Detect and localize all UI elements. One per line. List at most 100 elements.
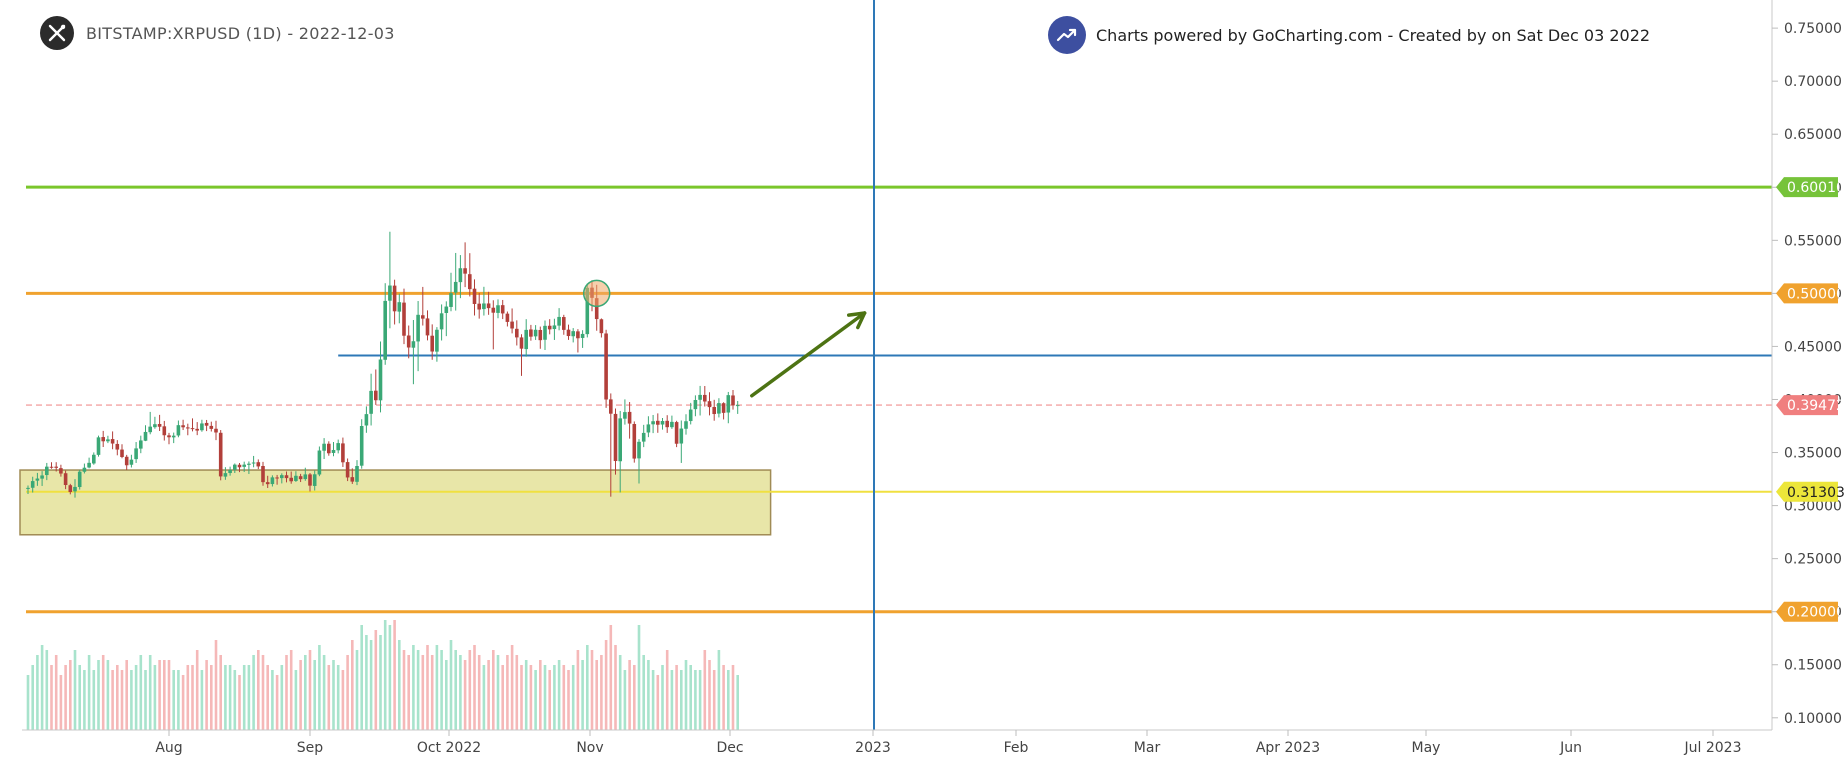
powered-by-banner: Charts powered by GoCharting.com - Creat… (1048, 16, 1650, 54)
candle-body (421, 315, 425, 319)
volume-bar (449, 640, 453, 730)
y-tick-label: 0.15000 (1784, 658, 1842, 674)
candle-body (303, 474, 308, 480)
volume-bar (186, 665, 190, 730)
price-tag-orange-low-bg (1776, 601, 1838, 622)
volume-bar (346, 655, 349, 730)
volume-bar (266, 665, 269, 730)
volume-bar (322, 655, 326, 730)
volume-bar (78, 665, 81, 730)
volume-bar (388, 625, 392, 730)
volume-bar (247, 665, 251, 730)
volume-bar (412, 645, 415, 730)
candle-body (566, 329, 571, 337)
volume-bar (134, 665, 138, 730)
volume-bar (111, 670, 114, 730)
candle-body (576, 331, 580, 339)
volume-bar (92, 670, 96, 730)
candle-body (350, 477, 355, 482)
candle-body (411, 341, 416, 348)
support-zone-layer (19, 469, 772, 536)
candle-body (218, 432, 223, 477)
candle-body (519, 337, 524, 349)
candle-body (251, 462, 256, 464)
candle-body (237, 464, 242, 468)
x-tick-label: Sep (297, 740, 324, 756)
volume-bar (318, 645, 321, 730)
candle-body (613, 413, 618, 462)
candle-body (594, 298, 599, 320)
candle-body (68, 485, 73, 493)
candle-body (660, 421, 665, 425)
candle-body (341, 443, 345, 463)
volume-bar (289, 650, 293, 730)
volume-bar (430, 655, 434, 730)
candle-body (524, 329, 528, 350)
volume-bar (698, 670, 702, 730)
volume-bar (665, 650, 669, 730)
volume-bar (445, 660, 448, 730)
volume-bar (416, 650, 420, 730)
candle-body (242, 464, 246, 467)
candle-body (707, 401, 712, 408)
volume-bar (576, 650, 580, 730)
candle-body (712, 407, 716, 415)
volume-bar (421, 655, 425, 730)
candle-body (261, 466, 265, 483)
candle-body (641, 432, 646, 442)
volume-bar (177, 670, 180, 730)
volume-bar (351, 640, 354, 730)
candle-body (124, 456, 129, 466)
candle-body (397, 302, 402, 312)
volume-bar (553, 665, 556, 730)
candle-body (228, 469, 232, 474)
candle-body (45, 466, 49, 476)
volume-bar (148, 655, 152, 730)
trend-up-icon[interactable] (1048, 16, 1086, 54)
candle-body (402, 302, 406, 336)
candle-body (190, 428, 195, 430)
candle-body (139, 440, 143, 449)
candle-body (294, 475, 298, 481)
candle-body (529, 329, 533, 337)
volume-bar (374, 630, 378, 730)
y-tick-label: 0.30000 (1784, 499, 1842, 515)
candle-body (30, 481, 35, 488)
volume-bar (492, 650, 495, 730)
volume-bar (275, 675, 279, 730)
volume-bar (101, 655, 105, 730)
volume-bar (524, 660, 528, 730)
candle-body (538, 329, 543, 341)
volume-bar (224, 665, 227, 730)
volume-bar (548, 670, 551, 730)
volume-bar (670, 670, 674, 730)
candle-body (336, 443, 340, 451)
volume-bar (252, 655, 255, 730)
projection-arrow-head (846, 311, 867, 330)
candle-body (609, 399, 613, 414)
volume-bar (210, 665, 213, 730)
drawings-layer (582, 279, 867, 398)
x-tick-label: Aug (155, 740, 182, 756)
volume-bar (717, 650, 721, 730)
candle-body (35, 478, 40, 481)
candle-body (510, 321, 514, 329)
candle-body (186, 427, 190, 429)
candle-body (416, 314, 420, 342)
candle-body (731, 395, 735, 406)
x-tick-label: Dec (716, 740, 743, 756)
volume-bar (623, 670, 627, 730)
volume-bar (562, 665, 566, 730)
volume-bar (369, 640, 373, 730)
volume-bar (567, 670, 570, 730)
candle-body (162, 426, 167, 436)
price-tag-orange-high-text: 0.50000 (1787, 286, 1845, 302)
volume-bar (703, 650, 707, 730)
candle-body (435, 329, 439, 352)
volume-bar (712, 670, 716, 730)
candle-body (312, 474, 317, 486)
candle-body (26, 487, 30, 489)
volume-bar (191, 665, 194, 730)
y-tick-label: 0.55000 (1784, 233, 1842, 249)
